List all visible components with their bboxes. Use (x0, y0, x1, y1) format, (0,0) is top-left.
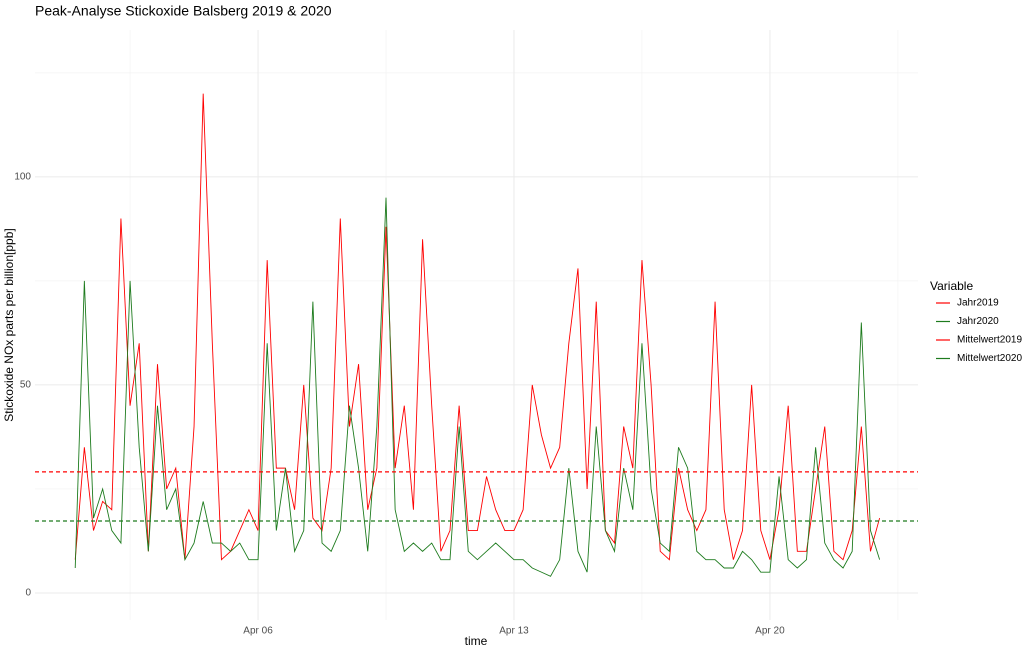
y-tick-label: 100 (14, 172, 31, 183)
x-axis-label: time (465, 634, 488, 648)
y-axis-label: Stickoxide NOx parts per billion[ppb] (2, 228, 16, 421)
y-tick-label: 0 (25, 588, 31, 599)
x-tick-label: Apr 20 (755, 626, 785, 637)
legend-label: Jahr2020 (957, 316, 999, 327)
legend-label: Jahr2019 (957, 298, 999, 309)
legend-label: Mittelwert2020 (957, 353, 1022, 364)
legend-title: Variable (930, 279, 973, 293)
x-tick-label: Apr 13 (499, 626, 529, 637)
chart-title: Peak-Analyse Stickoxide Balsberg 2019 & … (35, 3, 332, 19)
y-tick-label: 50 (20, 380, 32, 391)
series-line (74, 197, 881, 577)
legend-label: Mittelwert2019 (957, 335, 1022, 346)
x-tick-label: Apr 06 (243, 626, 273, 637)
series-line (74, 93, 881, 561)
